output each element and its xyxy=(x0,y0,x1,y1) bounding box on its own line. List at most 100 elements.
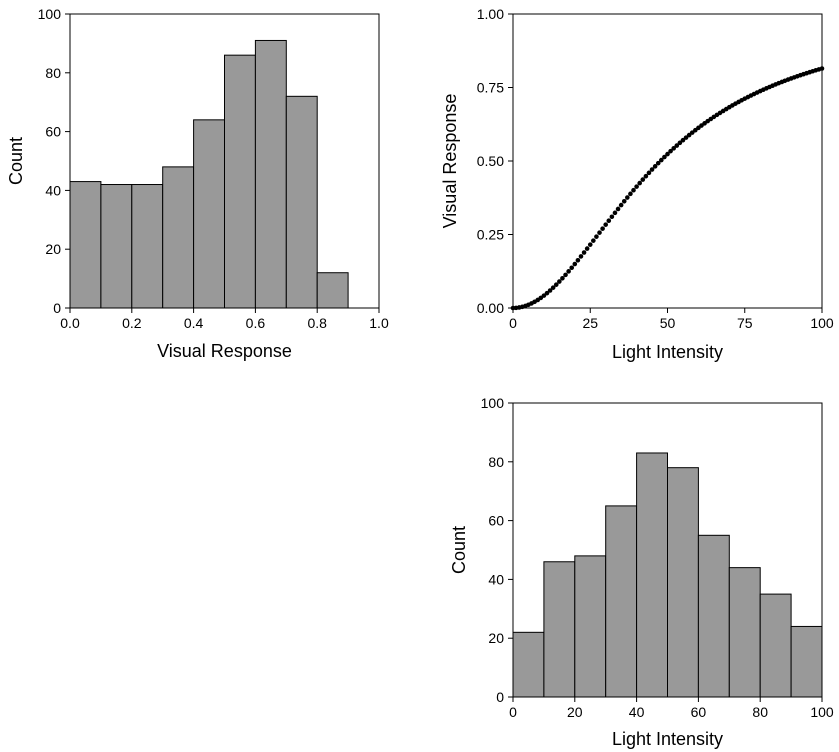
intensity-histogram-ytick-label: 20 xyxy=(488,630,504,646)
response-curve-point xyxy=(609,214,615,220)
response-curve-point xyxy=(584,246,590,251)
response-curve-points xyxy=(510,66,825,311)
response-histogram-xlabel: Visual Response xyxy=(157,341,292,361)
intensity-histogram-bar xyxy=(636,452,668,698)
response-curve-point xyxy=(597,230,602,235)
response-curve-point xyxy=(544,290,550,296)
response-curve-point xyxy=(581,250,587,255)
response-curve-ytick-label: 0.25 xyxy=(477,227,504,243)
response-curve-ytick-label: 0.50 xyxy=(477,153,504,169)
response-curve-ytick-label: 1.00 xyxy=(477,6,504,22)
response-histogram-xtick-label: 0.2 xyxy=(122,315,142,331)
intensity-histogram-ytick-label: 80 xyxy=(488,454,504,470)
response-curve-point xyxy=(643,173,649,179)
intensity-histogram-ytick-label: 100 xyxy=(481,395,505,411)
response-histogram-bar xyxy=(316,272,349,309)
response-curve-point xyxy=(591,238,596,243)
response-curve-point xyxy=(668,148,673,154)
response-curve-ytick-label: 0.75 xyxy=(477,80,504,96)
response-curve-point xyxy=(563,272,568,278)
response-curve-point xyxy=(649,167,655,172)
intensity-histogram-xticks: 0 20 40 60 80 100 xyxy=(509,697,834,720)
response-histogram-xticks: 0.0 0.2 0.4 0.6 0.8 1.0 xyxy=(60,308,389,331)
intensity-histogram-ylabel: Count xyxy=(449,526,469,574)
panel-response-histogram: 0.0 0.2 0.4 0.6 0.8 1.0 0 20 40 60 80 100 Visual R… xyxy=(6,6,389,361)
intensity-histogram-bar xyxy=(728,567,761,698)
response-curve-frame xyxy=(512,13,823,309)
response-histogram-bar xyxy=(193,119,226,309)
response-curve-point xyxy=(680,137,686,143)
response-curve-point xyxy=(557,279,562,284)
response-curve-xtick-label: 50 xyxy=(660,315,676,331)
response-curve-point xyxy=(631,187,636,193)
response-curve-point xyxy=(686,132,692,138)
intensity-histogram-bar xyxy=(697,534,730,698)
response-histogram-bar xyxy=(100,184,133,309)
response-curve-point xyxy=(674,143,680,148)
intensity-histogram-bar xyxy=(667,467,699,698)
response-curve-point xyxy=(689,130,695,135)
response-curve-point xyxy=(683,135,689,140)
response-curve-point xyxy=(665,151,670,157)
response-curve-point xyxy=(575,257,581,263)
response-histogram-xtick-label: 0.4 xyxy=(184,315,204,331)
response-curve-point xyxy=(677,140,683,146)
response-histogram-bars xyxy=(69,39,349,309)
panel-intensity-histogram: 0 20 40 60 80 100 0 20 40 60 80 100 Light Intensit… xyxy=(449,395,834,749)
response-histogram-ylabel: Count xyxy=(6,137,26,185)
response-histogram-bar xyxy=(254,39,287,309)
response-curve-point xyxy=(640,177,646,182)
response-curve-point xyxy=(566,269,571,274)
response-histogram-ytick-label: 100 xyxy=(38,6,62,22)
response-histogram-ytick-label: 40 xyxy=(45,182,61,198)
response-histogram-ytick-label: 80 xyxy=(45,65,61,81)
intensity-histogram-bar xyxy=(605,505,638,698)
intensity-histogram-ytick-label: 0 xyxy=(496,689,504,705)
response-curve-point xyxy=(553,282,559,287)
response-curve-point xyxy=(606,218,612,223)
response-histogram-yticks: 0 20 40 60 80 100 xyxy=(38,6,70,316)
response-histogram-frame xyxy=(69,13,380,309)
intensity-histogram-bars xyxy=(512,452,823,698)
response-curve-point xyxy=(652,164,658,169)
response-histogram-bar xyxy=(224,54,256,309)
response-curve-point xyxy=(662,154,667,160)
response-histogram-xtick-label: 0.0 xyxy=(60,315,80,331)
intensity-histogram-bar xyxy=(574,555,607,698)
response-curve-point xyxy=(634,184,639,189)
response-curve-point xyxy=(819,66,825,71)
response-curve-point xyxy=(671,146,676,151)
response-histogram-ytick-label: 20 xyxy=(45,241,61,257)
response-curve-point xyxy=(572,261,578,267)
intensity-histogram-xtick-label: 100 xyxy=(810,704,834,720)
response-curve-point xyxy=(655,160,661,166)
response-curve-point xyxy=(541,293,547,298)
response-histogram-xtick-label: 1.0 xyxy=(369,315,389,331)
response-curve-xtick-label: 0 xyxy=(509,315,517,331)
intensity-histogram-ytick-label: 60 xyxy=(488,513,504,529)
intensity-histogram-frame xyxy=(512,402,823,698)
response-histogram-bar xyxy=(131,184,164,309)
response-curve-point xyxy=(550,285,556,290)
response-curve-point xyxy=(659,157,664,163)
response-curve-xtick-label: 75 xyxy=(737,315,753,331)
response-curve-yticks: 0.00 0.25 0.50 0.75 1.00 xyxy=(477,6,513,316)
response-curve-point xyxy=(621,199,627,204)
response-curve-point xyxy=(587,242,593,247)
response-curve-point xyxy=(646,170,652,176)
intensity-histogram-yticks: 0 20 40 60 80 100 xyxy=(481,395,513,705)
response-curve-ytick-label: 0.00 xyxy=(477,300,504,316)
response-curve-point xyxy=(618,202,624,208)
response-curve-point xyxy=(594,234,599,239)
intensity-histogram-xtick-label: 80 xyxy=(752,704,768,720)
intensity-histogram-bar xyxy=(790,625,823,698)
response-curve-xlabel: Light Intensity xyxy=(612,342,723,362)
intensity-histogram-xtick-label: 60 xyxy=(691,704,707,720)
response-curve-xticks: 0 25 50 75 100 xyxy=(509,308,834,331)
response-curve-point xyxy=(547,288,553,293)
response-curve-point xyxy=(569,265,575,271)
intensity-histogram-xlabel: Light Intensity xyxy=(612,729,723,749)
response-curve-point xyxy=(637,180,642,186)
response-histogram-bar xyxy=(162,166,195,309)
